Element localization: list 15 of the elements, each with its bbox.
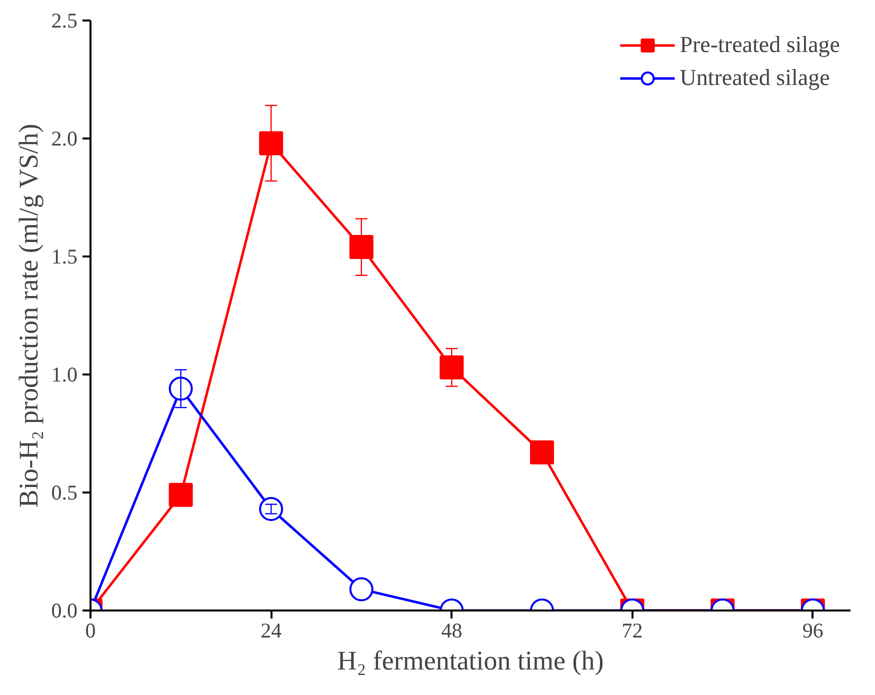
x-axis-title: H₂ fermentation time (h) bbox=[337, 646, 604, 676]
x-tick-label: 72 bbox=[622, 618, 643, 642]
legend-label: Untreated silage bbox=[680, 65, 830, 91]
y-tick-label: 1.0 bbox=[51, 362, 78, 386]
x-tick-label: 24 bbox=[260, 618, 282, 642]
x-tick-label: 48 bbox=[441, 618, 462, 642]
y-tick-label: 0.5 bbox=[51, 480, 78, 504]
legend-label: Pre-treated silage bbox=[680, 32, 840, 58]
x-tick-label: 0 bbox=[85, 618, 96, 642]
y-axis-title: Bio-H₂ production rate (ml/g VS/h) bbox=[13, 124, 44, 508]
y-tick-label: 2.0 bbox=[51, 126, 78, 150]
x-tick-label: 96 bbox=[802, 618, 824, 642]
y-tick-label: 2.5 bbox=[51, 8, 78, 32]
y-tick-label: 0.0 bbox=[51, 598, 78, 622]
y-tick-label: 1.5 bbox=[51, 244, 78, 268]
